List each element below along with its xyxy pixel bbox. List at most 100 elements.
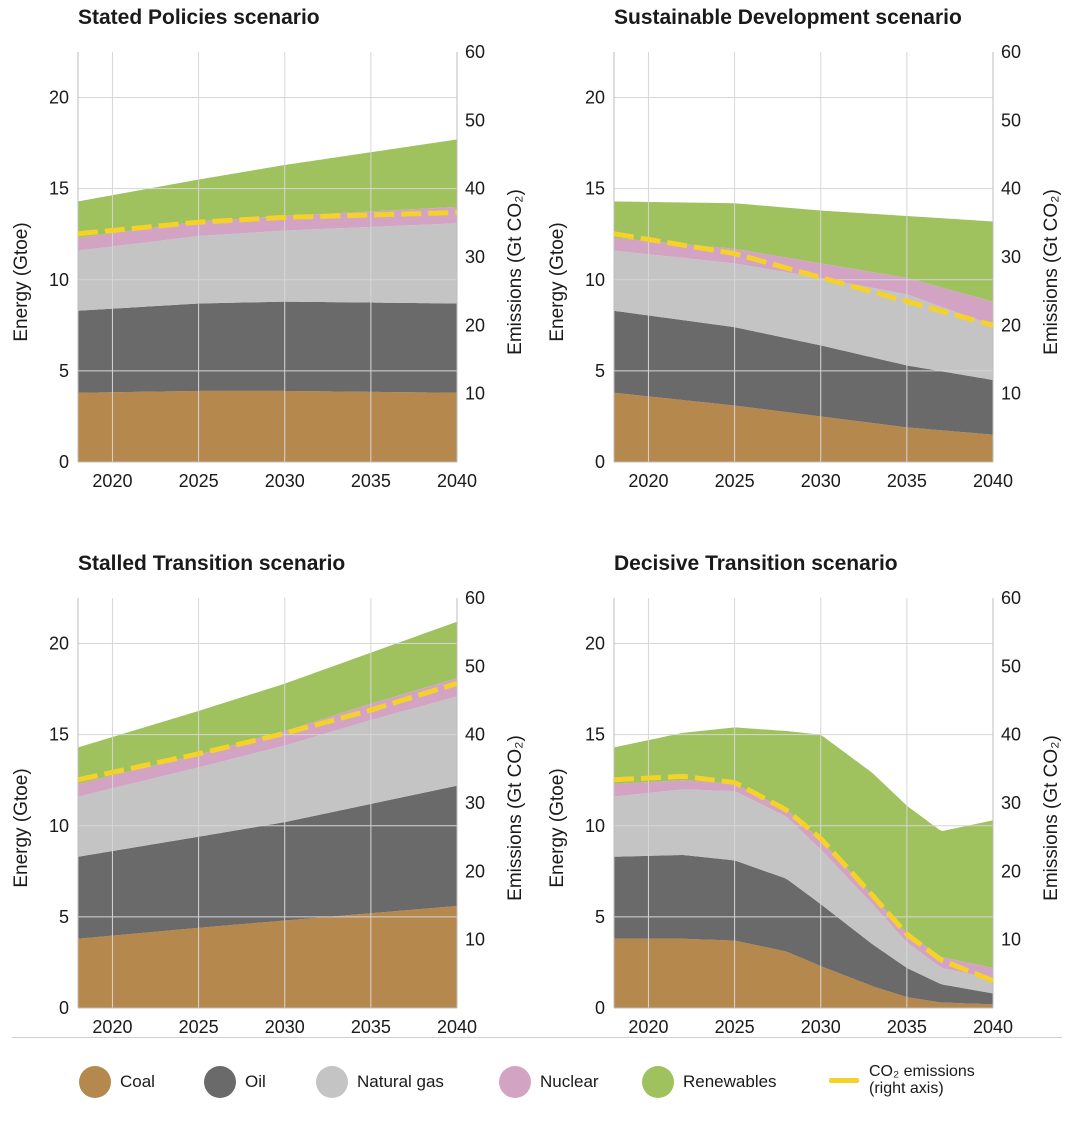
x-tick-label: 2025 bbox=[715, 1017, 755, 1037]
x-tick-label: 2040 bbox=[437, 1017, 477, 1037]
area-coal bbox=[614, 938, 993, 1008]
y2-tick-label: 10 bbox=[1001, 384, 1021, 404]
y-axis-label: Energy (Gtoe) bbox=[11, 768, 32, 887]
y-tick-label: 15 bbox=[585, 179, 605, 199]
y2-tick-label: 60 bbox=[1001, 588, 1021, 608]
y2-tick-label: 40 bbox=[465, 725, 485, 745]
x-tick-label: 2030 bbox=[265, 471, 305, 491]
chart-stated-policies: Stated Policies scenario 0 5 10 15 20 10 20 30 4… bbox=[0, 0, 534, 540]
co2-emissions-line bbox=[613, 231, 994, 328]
x-tick-label: 2030 bbox=[265, 1017, 305, 1037]
y2-axis-label: Emissions (Gt CO₂) bbox=[1041, 735, 1062, 901]
y2-tick-label: 10 bbox=[465, 384, 485, 404]
y-tick-label: 15 bbox=[49, 179, 69, 199]
y2-tick-label: 60 bbox=[465, 588, 485, 608]
legend-label: CO₂ emissions bbox=[869, 1063, 975, 1080]
x-tick-label: 2020 bbox=[92, 1017, 132, 1037]
y2-tick-label: 30 bbox=[1001, 247, 1021, 267]
area-nuclear bbox=[614, 780, 993, 979]
y2-tick-label: 50 bbox=[465, 656, 485, 676]
area-oil bbox=[78, 301, 457, 393]
area-nuclear bbox=[614, 237, 993, 326]
y-axis-label: Energy (Gtoe) bbox=[547, 222, 568, 341]
y2-tick-label: 30 bbox=[1001, 793, 1021, 813]
x-tick-label: 2020 bbox=[92, 471, 132, 491]
y2-tick-label: 60 bbox=[465, 42, 485, 62]
legend-label: Renewables bbox=[683, 1072, 777, 1091]
legend-label: Natural gas bbox=[357, 1072, 444, 1091]
co2-line-icon bbox=[829, 1077, 859, 1083]
area-coal bbox=[614, 392, 993, 462]
legend: Coal Oil Natural gas Nuclear Renewables … bbox=[0, 1046, 1069, 1116]
y-tick-label: 0 bbox=[59, 452, 69, 472]
x-tick-label: 2040 bbox=[437, 471, 477, 491]
legend-item-oil: Oil bbox=[204, 1066, 266, 1098]
area-layers bbox=[78, 139, 457, 462]
chart-title: Sustainable Development scenario bbox=[614, 6, 962, 29]
y-tick-label: 15 bbox=[585, 725, 605, 745]
y2-tick-label: 30 bbox=[465, 247, 485, 267]
chart-decisive-transition: Decisive Transition scenario 0 5 10 15 20 10 2… bbox=[536, 546, 1069, 1086]
legend-label: (right axis) bbox=[869, 1080, 944, 1097]
area-layers bbox=[78, 621, 457, 1008]
area-gas bbox=[78, 696, 457, 857]
nuclear-swatch-icon bbox=[499, 1066, 531, 1098]
y-tick-label: 20 bbox=[585, 88, 605, 108]
y-tick-label: 5 bbox=[595, 907, 605, 927]
legend-item-renewables: Renewables bbox=[642, 1066, 777, 1098]
x-tick-label: 2040 bbox=[973, 471, 1013, 491]
legend-item-natural-gas: Natural gas bbox=[316, 1066, 444, 1098]
legend-label: Coal bbox=[120, 1072, 155, 1091]
x-tick-label: 2035 bbox=[351, 471, 391, 491]
y2-tick-label: 40 bbox=[465, 179, 485, 199]
x-tick-label: 2020 bbox=[628, 1017, 668, 1037]
oil-swatch-icon bbox=[204, 1066, 236, 1098]
y2-tick-label: 30 bbox=[465, 793, 485, 813]
y-tick-label: 15 bbox=[49, 725, 69, 745]
y2-tick-label: 40 bbox=[1001, 179, 1021, 199]
area-gas bbox=[614, 789, 993, 994]
area-oil bbox=[614, 854, 993, 1005]
legend-divider bbox=[12, 1037, 1062, 1038]
area-gas bbox=[614, 250, 993, 380]
legend-label: Oil bbox=[245, 1072, 266, 1091]
y-axis-label: Energy (Gtoe) bbox=[11, 222, 32, 341]
legend-item-nuclear: Nuclear bbox=[499, 1066, 599, 1098]
legend-label: Nuclear bbox=[540, 1072, 599, 1091]
chart-stalled-transition: Stalled Transition scenario 0 5 10 15 20 10 20… bbox=[0, 546, 534, 1086]
legend-item-coal: Coal bbox=[79, 1066, 155, 1098]
y-tick-label: 10 bbox=[585, 270, 605, 290]
x-tick-label: 2030 bbox=[801, 471, 841, 491]
y-tick-label: 20 bbox=[49, 88, 69, 108]
area-oil bbox=[78, 785, 457, 939]
y2-tick-label: 20 bbox=[465, 315, 485, 335]
co2-emissions-line bbox=[613, 773, 994, 983]
y2-tick-label: 20 bbox=[465, 861, 485, 881]
y-tick-label: 0 bbox=[595, 452, 605, 472]
area-renewables bbox=[78, 621, 457, 784]
x-tick-label: 2025 bbox=[179, 471, 219, 491]
chart-title: Stated Policies scenario bbox=[78, 6, 320, 29]
y2-axis-label: Emissions (Gt CO₂) bbox=[505, 189, 526, 355]
y-tick-label: 0 bbox=[595, 998, 605, 1018]
y2-tick-label: 10 bbox=[465, 930, 485, 950]
y-tick-label: 10 bbox=[49, 816, 69, 836]
y-tick-label: 5 bbox=[595, 361, 605, 381]
y2-tick-label: 50 bbox=[1001, 110, 1021, 130]
y2-tick-label: 60 bbox=[1001, 42, 1021, 62]
area-layers bbox=[614, 727, 993, 1008]
area-renewables bbox=[614, 201, 993, 302]
chart-title: Decisive Transition scenario bbox=[614, 552, 898, 575]
x-tick-label: 2035 bbox=[887, 471, 927, 491]
x-tick-label: 2025 bbox=[179, 1017, 219, 1037]
y2-tick-label: 20 bbox=[1001, 861, 1021, 881]
chart-title: Stalled Transition scenario bbox=[78, 552, 346, 575]
y2-tick-label: 10 bbox=[1001, 930, 1021, 950]
area-coal bbox=[78, 905, 457, 1008]
y-tick-label: 10 bbox=[49, 270, 69, 290]
y-axis-label: Energy (Gtoe) bbox=[547, 768, 568, 887]
